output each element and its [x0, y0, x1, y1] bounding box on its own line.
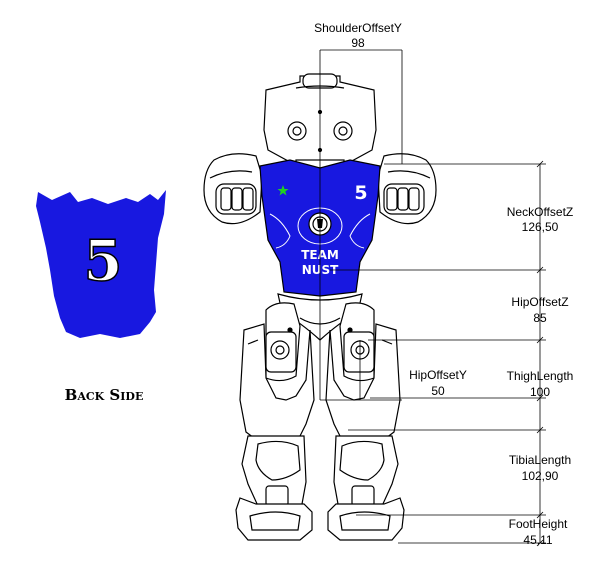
dimension-lines: [319, 49, 546, 547]
hip-offset-z-label: HipOffsetZ: [511, 295, 568, 309]
neck-offset-z-value: 126,50: [522, 220, 559, 234]
back-side-jersey: 5: [36, 190, 166, 338]
left-hip: [265, 302, 301, 382]
hip-offset-z-value: 85: [533, 311, 547, 325]
foot-height-label: FootHeight: [509, 517, 568, 531]
thigh-length-label: ThighLength: [507, 369, 574, 383]
tibia-length-value: 102,90: [522, 469, 559, 483]
neck-offset-z-label: NeckOffsetZ: [507, 205, 573, 219]
back-jersey-shape: [36, 190, 166, 338]
thigh-length-value: 100: [530, 385, 550, 399]
shoulder-offset-y-value: 98: [351, 36, 365, 50]
foot-height-value: 45,11: [523, 533, 552, 547]
hip-offset-y-label: HipOffsetY: [409, 368, 467, 382]
right-shoulder: [377, 153, 437, 225]
left-shin: [241, 435, 307, 507]
right-shin: [333, 435, 399, 507]
right-hip: [339, 302, 375, 382]
back-side-caption: Back Side: [65, 386, 144, 404]
shoulder-offset-y-label: ShoulderOffsetY: [314, 21, 402, 35]
hip-offset-y-value: 50: [431, 384, 445, 398]
back-jersey-number: 5: [84, 228, 123, 294]
front-jersey-number: 5: [354, 182, 367, 204]
tibia-length-label: TibiaLength: [509, 453, 571, 467]
right-foot: [327, 497, 405, 541]
left-shoulder: [203, 153, 263, 225]
left-foot: [235, 497, 313, 541]
front-team-line2: NUST: [302, 263, 339, 277]
